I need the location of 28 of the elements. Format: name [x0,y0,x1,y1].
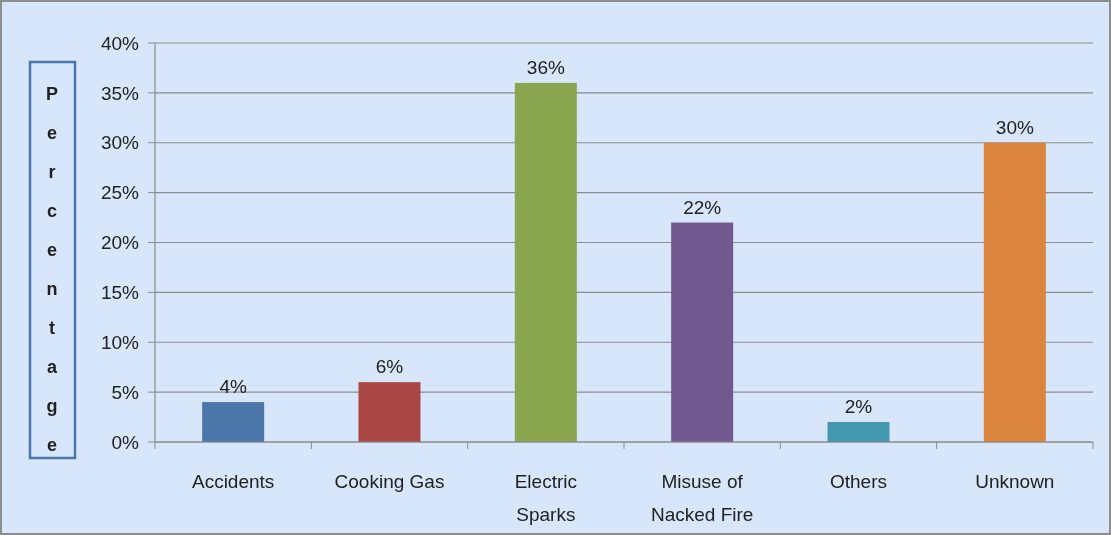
y-tick-label: 40% [100,32,140,54]
data-label: 6% [375,356,404,378]
x-tick-label: Electric Sparks [514,471,577,525]
y-tick-label: 0% [111,431,140,453]
bar [202,402,265,442]
data-label: 30% [995,116,1034,138]
y-tick-label: 25% [100,182,140,204]
x-tick-label: Accidents [191,471,275,492]
data-label: 4% [219,376,247,398]
x-tick-label: Unknown [975,471,1055,492]
y-tick-label: 30% [100,132,140,154]
y-tick-label: 15% [100,282,140,304]
data-label: 2% [844,396,873,418]
x-tick-label: Others [829,471,888,492]
y-tick-label: 10% [100,331,140,353]
data-label: 22% [683,196,722,218]
y-tick-label: 20% [100,232,140,254]
bar [358,382,421,442]
bar [671,222,734,442]
bar [514,82,577,442]
data-label: 36% [526,56,565,78]
bar [983,142,1046,442]
x-tick-label: Cooking Gas [334,471,445,492]
bar [827,422,890,442]
x-tick-label: Misuse of Nacked Fire [650,471,754,525]
y-tick-label: 5% [111,381,140,403]
y-tick-label: 35% [100,82,140,104]
text: Percentage [45,84,59,455]
